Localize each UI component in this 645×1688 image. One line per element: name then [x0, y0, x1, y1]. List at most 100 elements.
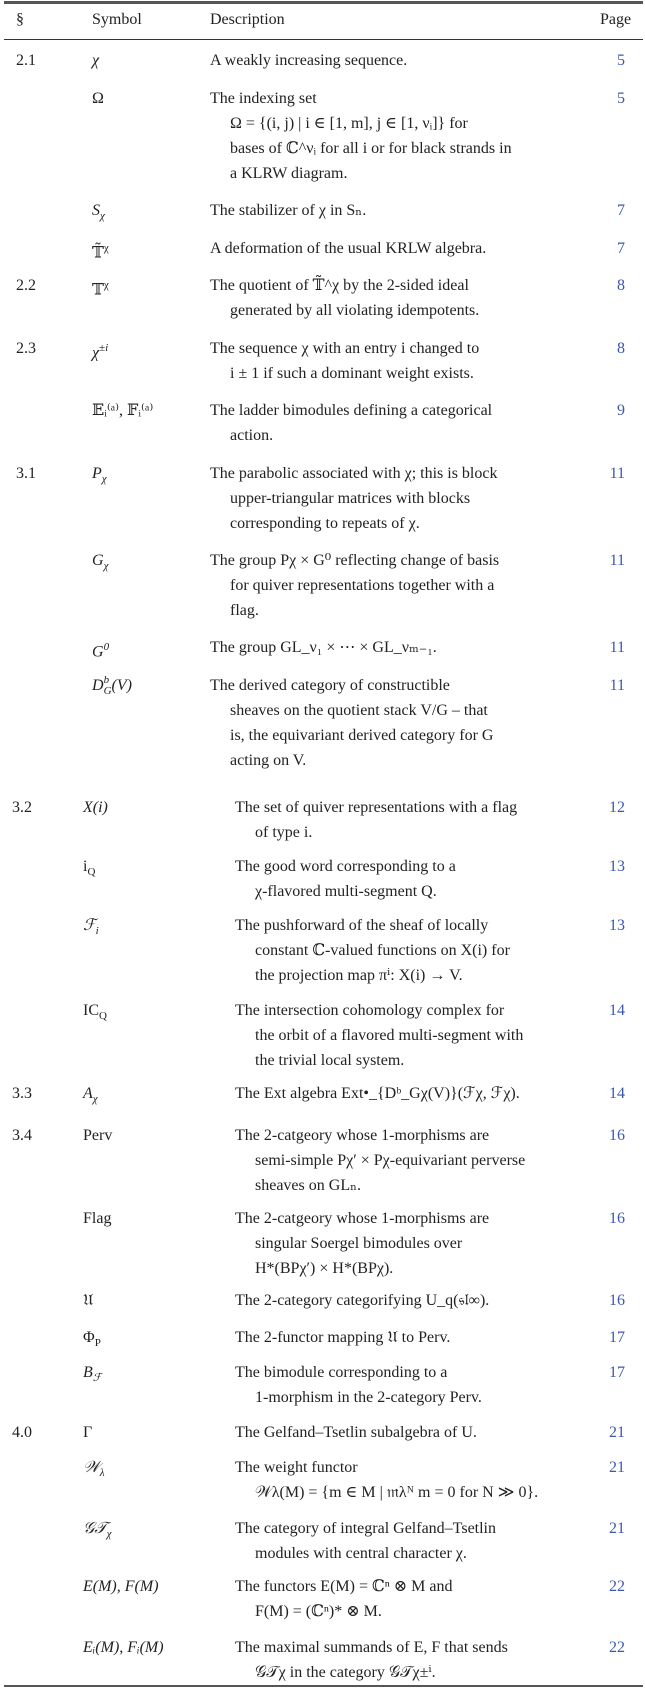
description-line: corresponding to repeats of χ. [230, 515, 420, 532]
symbol: ΦP [83, 1325, 101, 1356]
description: The intersection cohomology complex for t… [235, 998, 615, 1073]
page-link[interactable]: 16 [609, 1210, 625, 1227]
page-link[interactable]: 9 [617, 402, 625, 419]
page-link[interactable]: 22 [609, 1578, 625, 1595]
page-link[interactable]: 11 [609, 552, 625, 569]
description: The pushforward of the sheaf of locally c… [235, 913, 615, 988]
page-link[interactable]: 13 [609, 858, 625, 875]
description-line: A deformation of the usual KRLW algebra. [210, 240, 487, 257]
description-line: 𝒢𝒯χ in the category 𝒢𝒯χ±ⁱ. [255, 1664, 436, 1681]
symbol-sub: χ [100, 210, 105, 223]
page-link[interactable]: 7 [617, 202, 625, 219]
description-line: H*(BPχ′) × H*(BPχ). [255, 1260, 394, 1277]
page-link[interactable]: 11 [609, 677, 625, 694]
description: A deformation of the usual KRLW algebra. [210, 236, 590, 261]
description-line: action. [230, 427, 274, 444]
page-link[interactable]: 11 [609, 465, 625, 482]
symbol-base: 𝕋̃ [92, 244, 104, 262]
page-link[interactable]: 22 [609, 1639, 625, 1656]
page-link[interactable]: 17 [609, 1364, 625, 1381]
description-line: The 2-category categorifying U_q(𝔰𝔩∞). [235, 1292, 490, 1309]
description-line: semi-simple Pχ′ × Pχ-equivariant pervers… [255, 1152, 526, 1169]
symbol-sub: P [94, 1337, 101, 1350]
symbol: Sχ [92, 198, 105, 229]
description-line: i ± 1 if such a dominant weight exists. [230, 365, 474, 382]
description-line: The 2-functor mapping 𝔘 to Perv. [235, 1329, 451, 1346]
description: The indexing set Ω = {(i, j) | i ∈ [1, m]… [210, 86, 590, 186]
description: The good word corresponding to a χ-flavor… [235, 854, 615, 904]
description: The derived category of constructible she… [210, 673, 590, 773]
page-link[interactable]: 11 [609, 639, 625, 656]
page-link[interactable]: 21 [609, 1424, 625, 1441]
description-line: F(M) = (ℂⁿ)* ⊗ M. [255, 1603, 382, 1620]
description: The Ext algebra Ext•_{Dᵇ_Gχ(V)}(ℱχ, ℱχ). [235, 1081, 615, 1106]
page-link[interactable]: 16 [609, 1292, 625, 1309]
symbol-sub: χ [92, 1093, 98, 1106]
symbol: 𝔘 [83, 1288, 93, 1313]
page-link[interactable]: 13 [609, 917, 625, 934]
description: The maximal summands of E, F that sends 𝒢… [235, 1635, 615, 1685]
symbol-sub: Q [99, 1010, 107, 1023]
section-number: 2.1 [16, 52, 36, 69]
section-number: 2.3 [16, 340, 36, 357]
description-line: the projection map πⁱ: X(i) → V. [255, 967, 463, 984]
description-line: bases of ℂ^νᵢ for all i or for black str… [230, 140, 512, 157]
page-link[interactable]: 14 [609, 1002, 625, 1019]
symbol-sup: χ [103, 279, 109, 291]
page-link[interactable]: 12 [609, 799, 625, 816]
page-link[interactable]: 8 [617, 340, 625, 357]
description-line: The bimodule corresponding to a [235, 1364, 448, 1381]
section-number: 3.1 [16, 465, 36, 482]
symbol-base: Eᵢ(M), Fᵢ(M) [83, 1639, 164, 1656]
symbol-base: E(M), F(M) [83, 1578, 159, 1595]
description-line: flag. [230, 602, 259, 619]
page-link[interactable]: 21 [609, 1520, 625, 1537]
description-line: The group Pχ × G⁰ reflecting change of b… [210, 552, 500, 569]
description: The group Pχ × G⁰ reflecting change of b… [210, 548, 590, 623]
symbol: Bℱ [83, 1360, 101, 1391]
symbol-sub: Q [87, 866, 96, 879]
symbol-sub: i [95, 925, 99, 938]
description-line: The functors E(M) = ℂⁿ ⊗ M and [235, 1578, 453, 1595]
symbol-sub: λ [99, 1467, 105, 1480]
section-number: 3.4 [12, 1127, 32, 1144]
symbol: 𝒲λ [83, 1455, 105, 1486]
section-number: 2.2 [16, 277, 36, 294]
description: The sequence χ with an entry i changed t… [210, 336, 590, 386]
page-link[interactable]: 16 [609, 1127, 625, 1144]
symbol-tail: (V) [111, 677, 132, 694]
page-link[interactable]: 21 [609, 1459, 625, 1476]
description-line: The indexing set [210, 90, 317, 107]
page-link[interactable]: 14 [609, 1085, 625, 1102]
description-line: The 2-catgeory whose 1-morphisms are [235, 1210, 490, 1227]
page-link[interactable]: 17 [609, 1329, 625, 1346]
description-line: The maximal summands of E, F that sends [235, 1639, 508, 1656]
symbol: 𝒢𝒯χ [83, 1516, 112, 1547]
description-line: The Gelfand–Tsetlin subalgebra of U. [235, 1424, 477, 1441]
description-line: modules with central character χ. [255, 1545, 467, 1562]
symbol-base: 𝔼ᵢ⁽ᵃ⁾, 𝔽ᵢ⁽ᵃ⁾ [92, 402, 154, 419]
symbol-base: Γ [83, 1424, 93, 1441]
description-line: 𝒲λ(M) = {m ∈ M | 𝔪λᴺ m = 0 for N ≫ 0}. [255, 1484, 539, 1501]
symbol: ICQ [83, 998, 107, 1029]
description-line: the trivial local system. [255, 1052, 405, 1069]
page-link[interactable]: 8 [617, 277, 625, 294]
symbol: Ω [92, 86, 104, 111]
page-link[interactable]: 5 [617, 90, 625, 107]
description: A weakly increasing sequence. [210, 48, 590, 73]
symbol-base: X(i) [83, 799, 108, 816]
symbol-base: D [92, 677, 104, 694]
symbol-sup: χ [103, 242, 109, 254]
description-line: The weight functor [235, 1459, 358, 1476]
symbol: 𝕋χ [92, 273, 109, 302]
description-line: acting on V. [230, 752, 307, 769]
symbol-sub: χ [101, 473, 107, 486]
page-link[interactable]: 5 [617, 52, 625, 69]
page-link[interactable]: 7 [617, 240, 625, 257]
description: The parabolic associated with χ; this is… [210, 461, 590, 536]
symbol: iQ [83, 854, 95, 885]
description-line: singular Soergel bimodules over [255, 1235, 463, 1252]
symbol-base: 𝒲 [83, 1459, 100, 1476]
description-line: The ladder bimodules defining a categori… [210, 402, 493, 419]
